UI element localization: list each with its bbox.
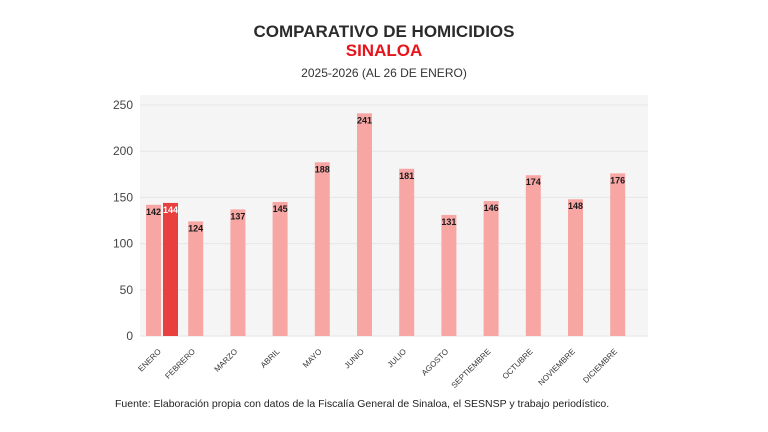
data-label: 142	[146, 207, 161, 217]
data-label: 144	[163, 205, 178, 215]
data-label: 174	[526, 177, 541, 187]
x-tick-label: MAYO	[301, 347, 324, 370]
y-tick-label: 150	[113, 190, 133, 204]
x-tick-label: AGOSTO	[420, 347, 450, 377]
data-label: 124	[188, 223, 203, 233]
bar	[568, 199, 583, 336]
bar	[525, 175, 541, 336]
bar	[441, 214, 457, 336]
y-tick-label: 0	[126, 329, 133, 343]
data-label: 176	[610, 175, 625, 185]
bar	[399, 168, 415, 336]
x-tick-label: DICIEMBRE	[581, 347, 619, 385]
y-tick-label: 250	[113, 98, 133, 112]
bar	[163, 202, 178, 336]
data-label: 131	[441, 217, 456, 227]
chart-title: COMPARATIVO DE HOMICIDIOS	[253, 22, 515, 41]
x-tick-label: JUNIO	[343, 347, 366, 370]
x-tick-label: NOVIEMBRE	[537, 347, 577, 387]
x-tick-label: MARZO	[213, 347, 240, 374]
y-tick-label: 100	[113, 237, 133, 251]
bar	[357, 113, 372, 336]
data-label: 137	[230, 211, 245, 221]
bar	[314, 162, 330, 336]
data-label: 241	[357, 115, 372, 125]
bar	[146, 204, 161, 336]
chart-subtitle: SINALOA	[345, 41, 423, 60]
data-label: 145	[273, 204, 288, 214]
x-tick-label: OCTUBRE	[501, 347, 535, 381]
x-tick-label: ABRIL	[259, 347, 282, 370]
bar	[272, 202, 288, 336]
data-label: 148	[568, 201, 583, 211]
y-tick-label: 200	[113, 144, 133, 158]
bar	[188, 221, 204, 336]
chart-period: 2025-2026 (AL 26 DE ENERO)	[301, 66, 467, 80]
data-label: 181	[399, 171, 414, 181]
data-label: 146	[484, 203, 499, 213]
plot-background	[140, 95, 648, 336]
bar	[230, 209, 246, 336]
x-tick-label: ENERO	[136, 347, 162, 373]
x-tick-label: SEPTIEMBRE	[450, 347, 493, 390]
bar	[610, 173, 626, 336]
x-tick-label: JULIO	[386, 347, 408, 369]
source-note: Fuente: Elaboración propia con datos de …	[115, 398, 610, 410]
y-tick-label: 50	[120, 283, 134, 297]
x-tick-label: FEBRERO	[163, 347, 197, 381]
data-label: 188	[315, 164, 330, 174]
bar	[483, 201, 499, 336]
